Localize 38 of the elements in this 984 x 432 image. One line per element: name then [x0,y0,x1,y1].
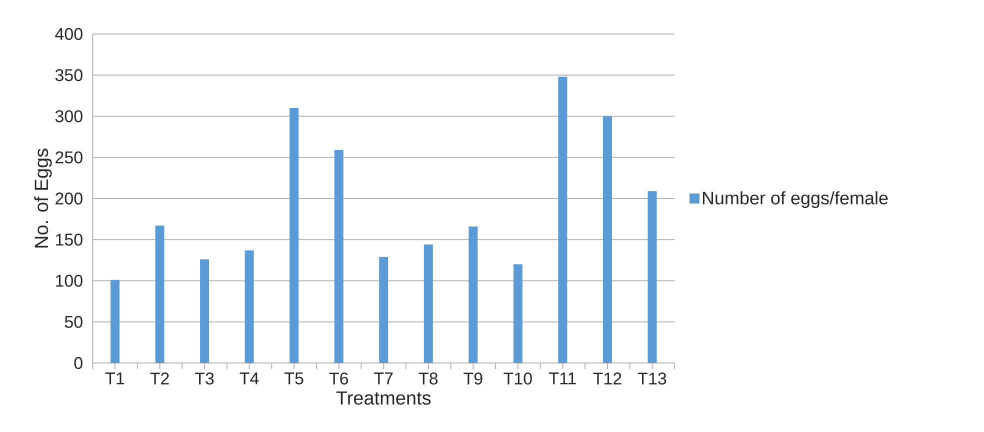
bar [379,256,388,363]
bar [334,150,344,363]
bar [155,226,164,363]
x-tick-label: T12 [593,372,622,384]
bar [424,244,433,363]
x-tick-label: T8 [418,372,438,385]
x-tick-label: T1 [105,372,124,384]
legend-label: Number of eggs/female [702,191,888,208]
bar [602,116,612,363]
bar [200,259,210,363]
bar [513,264,522,363]
y-tick-label: 200 [56,192,82,205]
bar [648,191,657,363]
x-tick-label: T4 [240,372,259,384]
bar [110,280,120,363]
x-tick-label: T11 [549,372,576,384]
y-tick-label: 250 [56,151,82,164]
bar [558,76,568,363]
x-tick-label: T9 [464,372,482,385]
x-tick-label: T5 [284,372,304,384]
y-tick-label: 0 [74,356,82,370]
bar [244,250,254,363]
x-axis-title: Treatments [336,391,431,405]
x-tick-label: T6 [329,372,348,385]
y-tick-label: 100 [56,274,82,287]
y-tick-label: 300 [55,110,82,122]
bar [290,108,299,363]
y-axis-title: No. of Eggs [34,148,52,248]
x-tick-label: T13 [638,372,666,385]
y-tick-label: 350 [55,69,82,82]
x-tick-label: T7 [374,372,393,384]
y-tick-label: 50 [64,316,82,328]
y-tick-label: 400 [55,28,82,40]
y-tick-label: 150 [56,234,82,246]
bar [468,226,478,363]
x-tick-label: T10 [504,372,532,385]
x-tick-label: T3 [195,372,214,385]
x-tick-label: T2 [150,372,169,384]
